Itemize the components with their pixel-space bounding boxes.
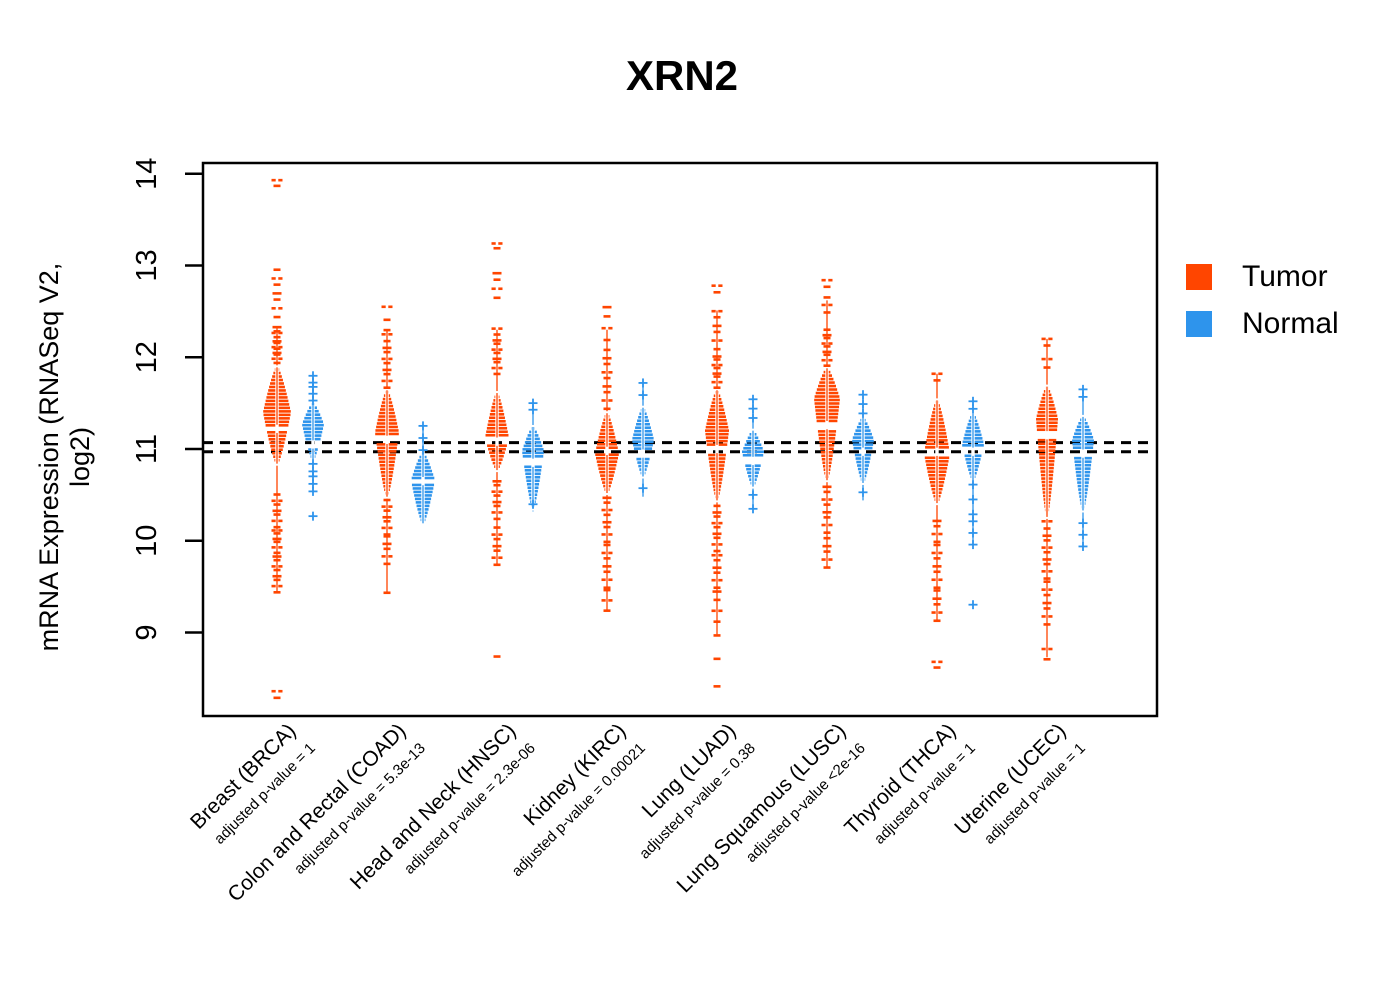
y-tick-label: 14 (131, 158, 163, 190)
normal-swatch-icon (1186, 311, 1212, 337)
legend-label-tumor: Tumor (1242, 260, 1328, 293)
y-tick-label: 10 (131, 525, 163, 557)
violin-tumor-thca (924, 372, 950, 669)
y-tick-label: 12 (131, 341, 163, 373)
y-tick-label: 11 (131, 434, 163, 464)
violin-normal-hnsc (522, 398, 544, 512)
y-tick-label: 13 (131, 249, 163, 281)
violin-normal-lusc (852, 390, 874, 501)
legend: Tumor Normal (1186, 260, 1339, 354)
chart-title: XRN2 (625, 52, 739, 99)
violin-normal-thca (962, 396, 984, 610)
legend-item-tumor: Tumor (1186, 260, 1339, 294)
violin-tumor-ucec (1036, 337, 1058, 661)
violin-tumor-kirc (595, 305, 619, 612)
violin-normal-ucec (1072, 384, 1094, 551)
plot-frame (201, 161, 1159, 718)
violin-normal-coad (411, 421, 435, 526)
violin-normal-kirc (632, 378, 654, 497)
violin-tumor-lusc (814, 278, 840, 569)
tumor-swatch-icon (1186, 264, 1212, 290)
violin-normal-luad (742, 394, 764, 514)
violin-tumor-coad (375, 305, 399, 595)
y-tick-label: 9 (131, 624, 163, 640)
violin-tumor-brca (263, 178, 291, 700)
legend-item-normal: Normal (1186, 307, 1339, 341)
legend-label-normal: Normal (1242, 307, 1339, 340)
violin-normal-brca (302, 371, 324, 521)
y-axis-title: mRNA Expression (RNASeq V2, log2) (34, 262, 95, 652)
violin-tumor-luad (705, 284, 729, 688)
violin-tumor-hnsc (485, 242, 509, 658)
